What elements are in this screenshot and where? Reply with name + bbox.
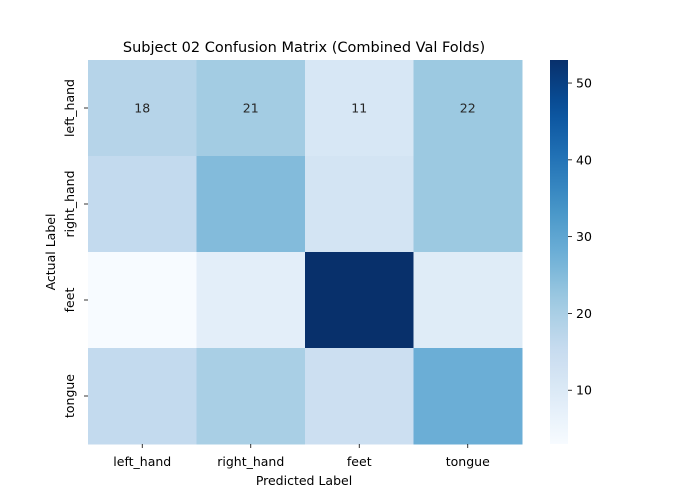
heatmap-cell-labels: 18 21 11 22 bbox=[134, 101, 475, 116]
colorbar-tick-label: 40 bbox=[576, 152, 592, 167]
heatmap-cell bbox=[413, 348, 523, 445]
heatmap-cell bbox=[88, 348, 197, 445]
heatmap-cell bbox=[196, 60, 306, 157]
heatmap-cell bbox=[413, 252, 523, 349]
heatmap-cell bbox=[305, 156, 414, 253]
colorbar bbox=[550, 60, 568, 444]
chart-title: Subject 02 Confusion Matrix (Combined Va… bbox=[123, 40, 485, 56]
heatmap-cell-label: 18 bbox=[134, 101, 150, 116]
x-tick-label: left_hand bbox=[113, 454, 171, 469]
heatmap-cell bbox=[305, 60, 414, 157]
heatmap-cell bbox=[196, 156, 306, 253]
colorbar-tick-label: 50 bbox=[576, 76, 592, 91]
y-axis-label: Actual Label bbox=[43, 214, 58, 291]
heatmap-cell-label: 22 bbox=[460, 101, 476, 116]
colorbar-tick-label: 10 bbox=[576, 383, 592, 398]
heatmap-cell bbox=[196, 252, 306, 349]
y-tick-label: feet bbox=[62, 288, 77, 313]
y-tick-label: tongue bbox=[62, 374, 77, 418]
heatmap-cell bbox=[413, 156, 523, 253]
heatmap-cell-label: 21 bbox=[243, 101, 259, 116]
heatmap-cells bbox=[88, 60, 523, 445]
heatmap-cell bbox=[413, 60, 523, 157]
heatmap-cell bbox=[305, 348, 414, 445]
heatmap-cell bbox=[305, 252, 414, 349]
x-axis-ticks: left_hand right_hand feet tongue bbox=[113, 444, 490, 469]
colorbar-tick-label: 30 bbox=[576, 229, 592, 244]
x-tick-label: feet bbox=[347, 454, 372, 469]
y-tick-label: left_hand bbox=[62, 79, 77, 137]
x-tick-label: right_hand bbox=[217, 454, 284, 469]
heatmap-cell bbox=[88, 156, 197, 253]
x-tick-label: tongue bbox=[446, 454, 490, 469]
heatmap-cell bbox=[88, 252, 197, 349]
heatmap-cell bbox=[88, 60, 197, 157]
colorbar-tick-label: 20 bbox=[576, 306, 592, 321]
heatmap-cell bbox=[196, 348, 306, 445]
colorbar-ticks: 10 20 30 40 50 bbox=[568, 76, 592, 398]
x-axis-label: Predicted Label bbox=[256, 473, 352, 488]
heatmap-cell-label: 11 bbox=[351, 101, 367, 116]
y-tick-label: right_hand bbox=[62, 170, 77, 237]
